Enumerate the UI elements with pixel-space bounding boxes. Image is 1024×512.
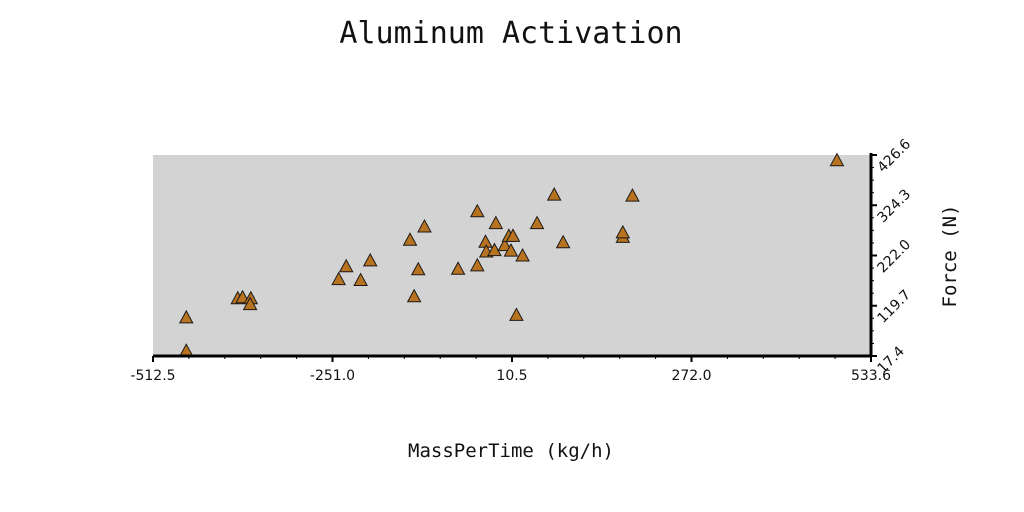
y-axis-label: Force (N) bbox=[939, 205, 961, 308]
y-tick-label: 324.3 bbox=[875, 186, 915, 226]
data-point bbox=[615, 224, 631, 239]
data-point bbox=[402, 232, 418, 246]
y-tick-label: 119.7 bbox=[875, 287, 915, 327]
data-point bbox=[469, 257, 485, 272]
data-point bbox=[505, 228, 521, 242]
data-point bbox=[503, 243, 519, 257]
data-point bbox=[338, 258, 354, 273]
data-point bbox=[353, 272, 368, 287]
data-point bbox=[469, 203, 485, 218]
x-tick-label: 10.5 bbox=[496, 368, 527, 384]
x-tick-label: -512.5 bbox=[130, 368, 175, 384]
chart-title: Aluminum Activation bbox=[339, 16, 682, 51]
x-tick-label: -251.0 bbox=[310, 368, 355, 384]
data-point bbox=[497, 237, 513, 252]
x-tick-label: 533.6 bbox=[851, 368, 891, 384]
data-point bbox=[625, 188, 640, 202]
y-tick-label: 222.0 bbox=[875, 237, 915, 277]
data-point bbox=[450, 261, 466, 275]
y-axis-ticks: 17.4 119.7 222.0 324.3 426.6 bbox=[871, 136, 914, 377]
data-point bbox=[417, 218, 432, 233]
data-point bbox=[362, 252, 378, 267]
data-point bbox=[242, 296, 258, 311]
data-point bbox=[406, 288, 422, 303]
x-tick-label: 272.0 bbox=[671, 368, 711, 384]
data-point bbox=[529, 215, 545, 230]
data-point bbox=[829, 152, 845, 167]
data-point bbox=[546, 187, 562, 201]
data-point bbox=[235, 289, 250, 304]
x-axis-label: MassPerTime (kg/h) bbox=[408, 440, 614, 462]
data-point bbox=[487, 242, 502, 257]
data-point bbox=[555, 234, 571, 249]
data-point bbox=[509, 307, 524, 321]
data-point bbox=[331, 271, 346, 286]
y-tick-label: 426.6 bbox=[875, 136, 915, 176]
data-point bbox=[410, 261, 426, 276]
data-point bbox=[515, 247, 530, 262]
data-point bbox=[178, 309, 194, 324]
data-point bbox=[488, 215, 504, 230]
data-points bbox=[178, 152, 845, 357]
x-axis-ticks: -512.5 -251.0 10.5 272.0 533.6 bbox=[130, 356, 891, 384]
y-tick-label: 17.4 bbox=[875, 343, 908, 376]
